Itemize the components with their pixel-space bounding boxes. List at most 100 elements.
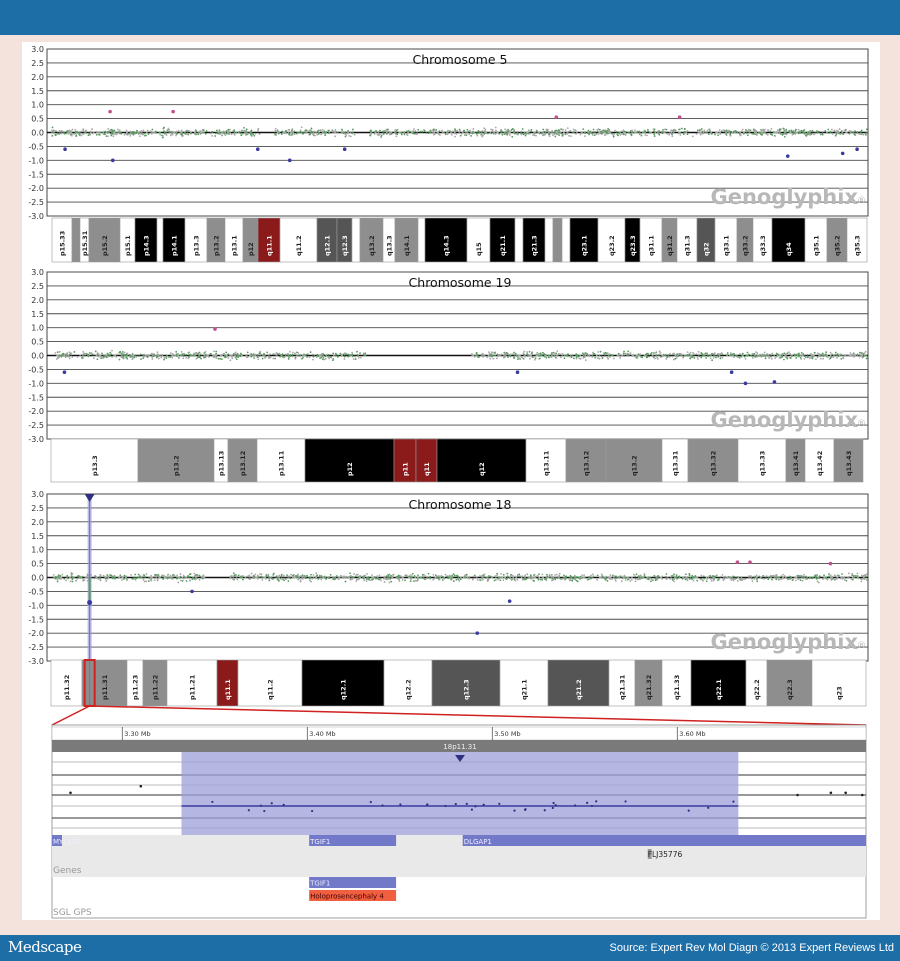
probe-point — [547, 133, 550, 136]
probe-point — [756, 352, 759, 355]
probe-point — [553, 352, 556, 354]
probe-point — [466, 576, 469, 579]
probe-point — [464, 576, 467, 579]
probe-point — [488, 352, 491, 355]
probe-point — [169, 352, 172, 354]
loss-point — [772, 380, 777, 384]
probe-point — [80, 130, 83, 133]
gain-point — [108, 109, 112, 114]
probe-point — [320, 133, 322, 136]
probe-point — [369, 579, 372, 582]
probe-point — [528, 350, 531, 353]
probe-point — [305, 131, 308, 134]
deleted-region-highlight — [181, 752, 739, 835]
probe-point — [178, 356, 180, 359]
probe-point — [840, 357, 843, 360]
probe-point — [193, 352, 196, 355]
probe-point — [575, 353, 578, 355]
y-tick-label: -2.5 — [28, 198, 44, 207]
probe-point — [514, 579, 517, 582]
probe-point — [568, 355, 571, 358]
y-tick-label: -1.0 — [28, 379, 44, 388]
probe-point — [509, 353, 512, 356]
probe-point — [343, 355, 346, 358]
probe-point — [405, 574, 408, 577]
probe-point — [144, 576, 146, 578]
probe-point — [813, 351, 816, 354]
probe-point — [672, 575, 675, 577]
gene-box — [462, 835, 866, 846]
probe-point — [821, 130, 824, 133]
probe-point — [65, 355, 68, 358]
probe-point — [366, 577, 369, 580]
probe-point — [216, 131, 219, 134]
probe-point — [407, 130, 409, 133]
chromosome-title: Chromosome 18 — [409, 497, 512, 512]
detail-probe-point — [543, 809, 546, 812]
band-label: q15 — [475, 242, 483, 256]
medscape-logo[interactable]: Medscape — [8, 938, 82, 956]
probe-point — [175, 350, 178, 353]
probe-point — [449, 130, 451, 133]
probe-point — [291, 575, 294, 578]
probe-point — [278, 574, 281, 577]
probe-point — [865, 357, 868, 360]
probe-point — [510, 129, 513, 131]
probe-point — [355, 578, 358, 581]
probe-point — [248, 577, 251, 580]
probe-point — [414, 129, 417, 132]
probe-point — [297, 354, 299, 357]
y-tick-label: -3.0 — [28, 212, 44, 221]
probe-point — [259, 573, 261, 575]
probe-point — [294, 352, 296, 355]
probe-point — [356, 355, 359, 357]
probe-point — [537, 131, 540, 134]
probe-point — [685, 354, 688, 357]
probe-point — [182, 357, 185, 360]
probe-point — [200, 353, 203, 356]
band-label: q35.3 — [853, 235, 861, 256]
probe-point — [864, 132, 867, 135]
probe-point — [99, 576, 101, 578]
probe-point — [612, 575, 615, 578]
probe-point — [107, 135, 109, 138]
probe-point — [221, 134, 224, 137]
probe-point — [596, 130, 599, 133]
probe-point — [669, 355, 672, 358]
probe-point — [365, 580, 368, 583]
probe-point — [635, 577, 638, 580]
probe-point — [176, 577, 178, 580]
probe-point — [832, 356, 835, 359]
probe-point — [506, 575, 509, 578]
probe-point — [569, 577, 571, 579]
probe-point — [487, 354, 490, 357]
band-unlabeled — [417, 217, 426, 263]
probe-point — [528, 576, 531, 579]
probe-point — [383, 129, 385, 132]
probe-point — [499, 579, 502, 582]
probe-point — [459, 578, 462, 581]
probe-point — [691, 574, 694, 577]
probe-point — [110, 353, 113, 356]
probe-point — [654, 578, 657, 581]
probe-point — [668, 132, 671, 135]
detail-probe-point — [270, 802, 273, 805]
band-unlabeled — [514, 217, 524, 263]
probe-point — [482, 355, 485, 358]
probe-point — [301, 576, 304, 579]
y-tick-label: 2.5 — [31, 59, 44, 68]
probe-point — [122, 578, 125, 580]
probe-point — [818, 577, 821, 580]
probe-point — [560, 132, 563, 135]
probe-point — [411, 572, 414, 575]
band-label: p13.2 — [172, 455, 180, 476]
probe-point — [96, 131, 99, 134]
probe-point — [858, 355, 861, 358]
probe-point — [495, 129, 497, 132]
probe-point — [113, 354, 115, 357]
probe-point — [551, 579, 553, 582]
probe-point — [720, 130, 723, 133]
probe-point — [386, 132, 388, 135]
probe-point — [276, 352, 279, 355]
probe-point — [507, 356, 509, 359]
